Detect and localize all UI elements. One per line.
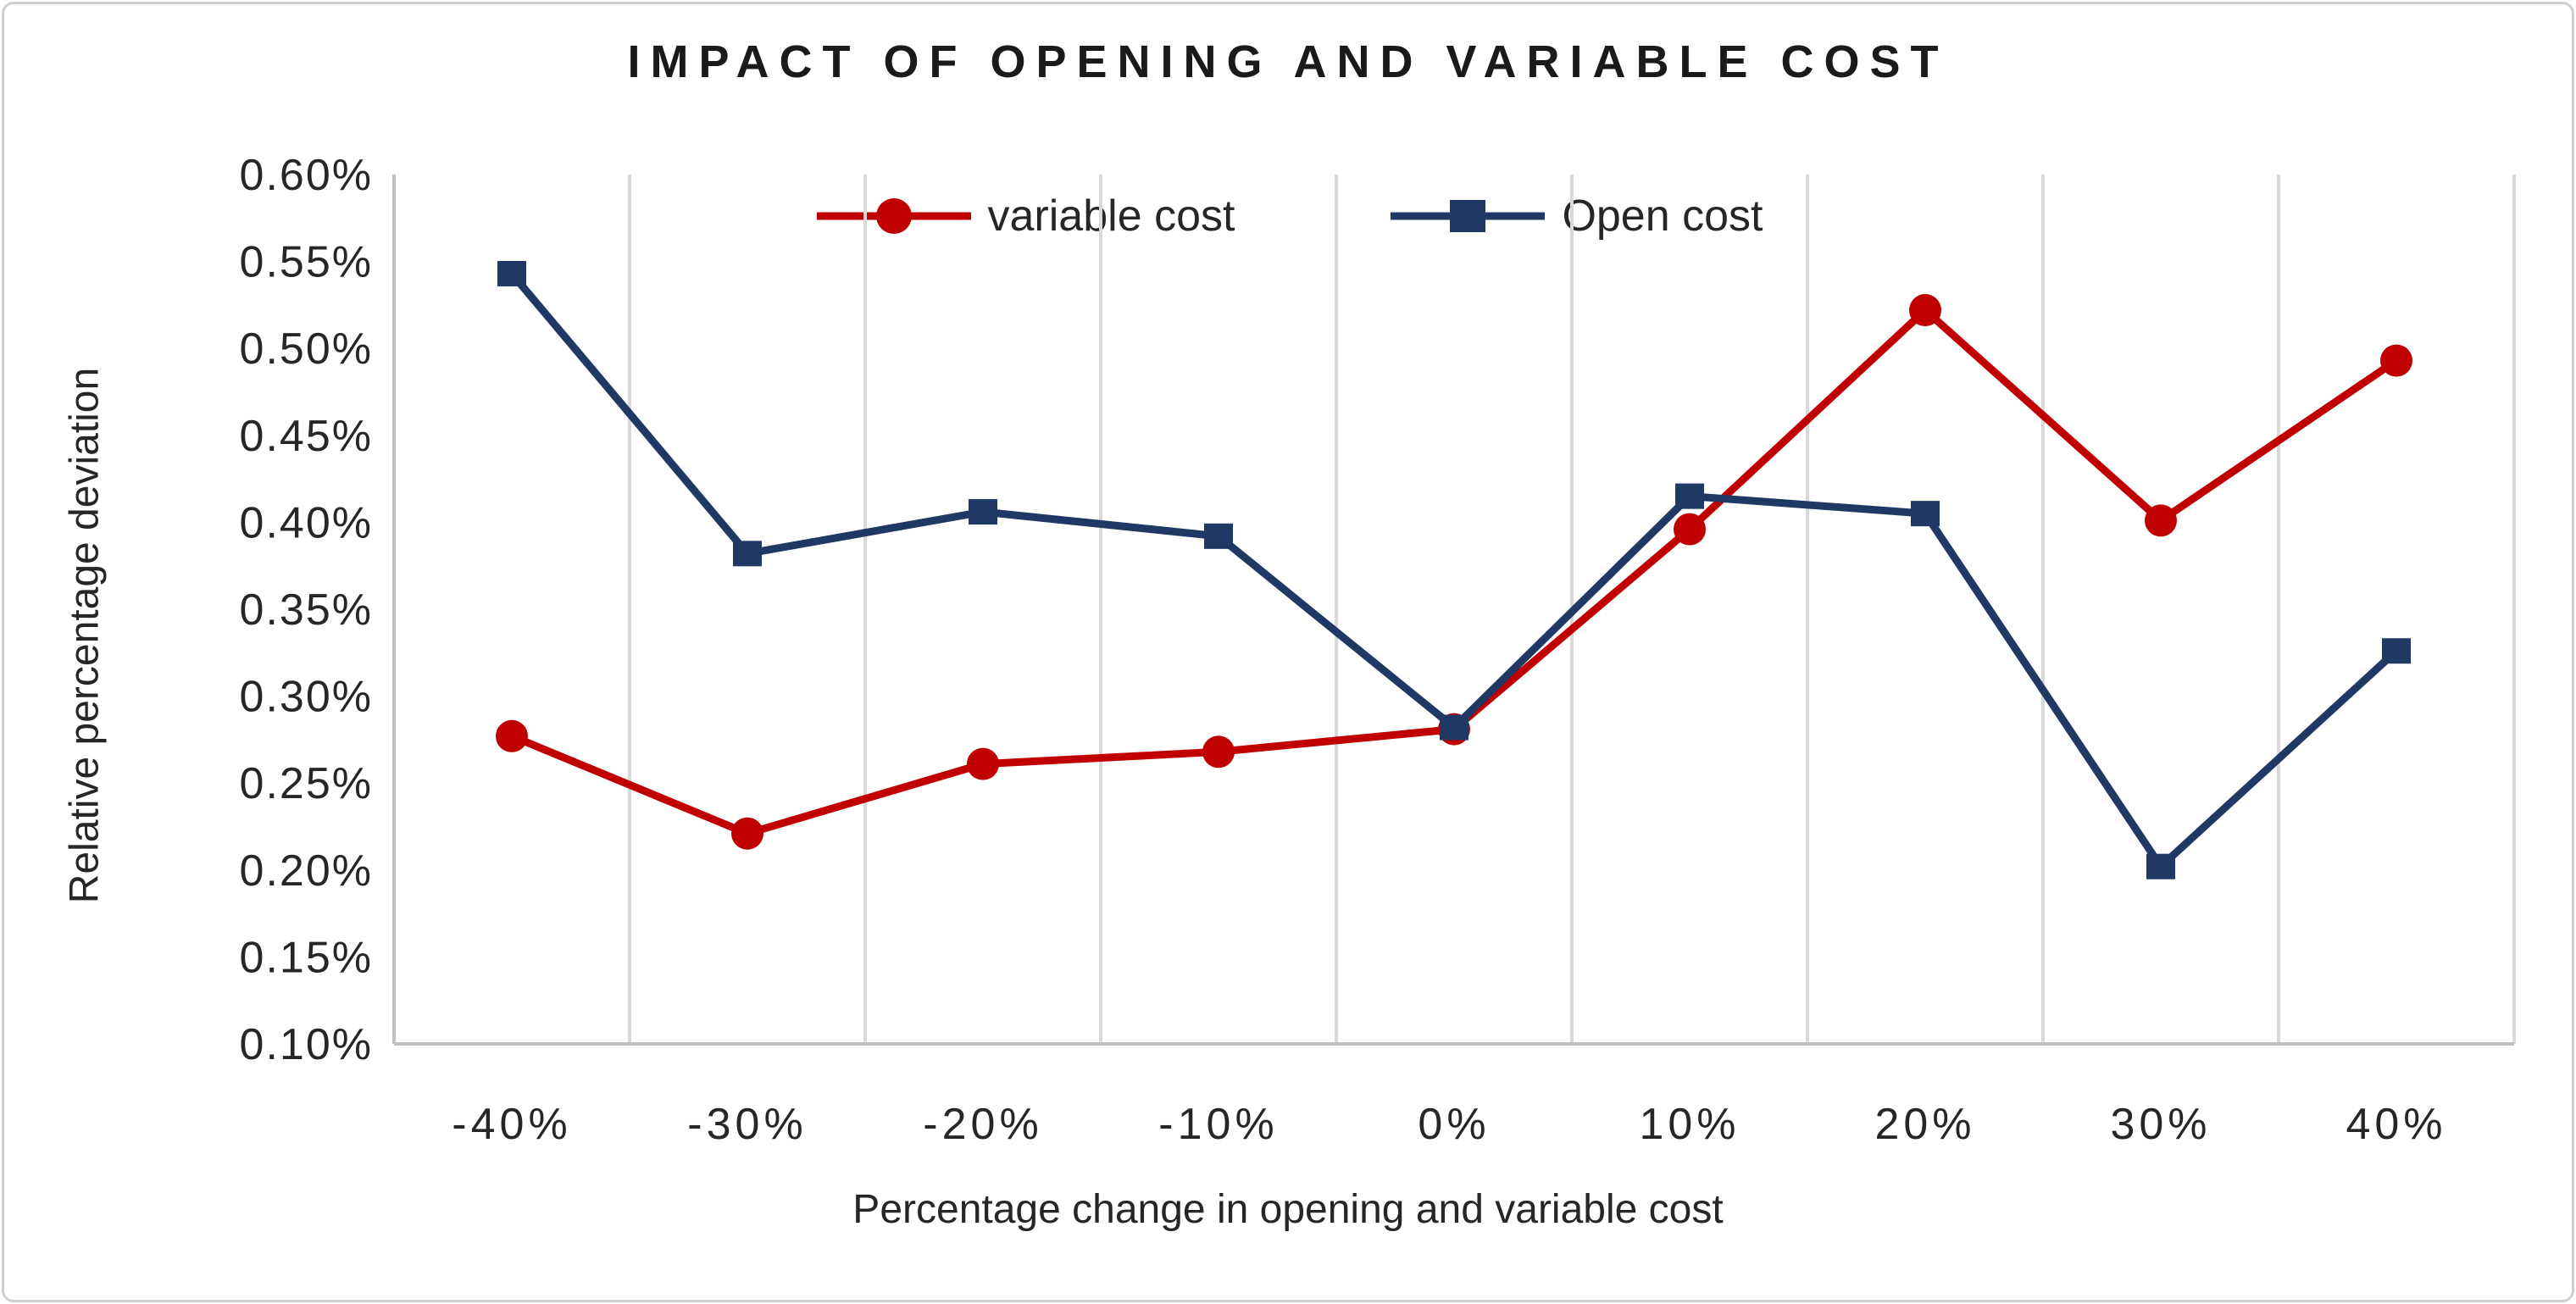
series-marker-square-icon <box>1391 200 1546 232</box>
data-point-circle <box>2145 504 2177 537</box>
data-point-circle <box>496 719 528 752</box>
y-tick-label: 0.25% <box>240 759 373 808</box>
data-point-circle <box>2380 344 2412 377</box>
data-point-square <box>1675 483 1704 509</box>
data-point-square <box>1440 714 1468 741</box>
data-point-square <box>733 541 762 567</box>
data-point-circle <box>731 817 763 850</box>
data-point-circle <box>1909 294 1941 327</box>
data-point-square <box>969 499 997 525</box>
legend-item-open-cost: Open cost <box>1387 188 1763 244</box>
legend-label-open-cost: Open cost <box>1562 191 1763 241</box>
y-tick-label: 0.60% <box>240 151 373 200</box>
x-tick-label: -30% <box>687 1100 807 1149</box>
y-tick-label: 0.45% <box>240 412 373 461</box>
x-axis-title: Percentage change in opening and variabl… <box>852 1187 1724 1232</box>
data-point-square <box>1204 523 1233 549</box>
y-tick-label: 0.40% <box>240 498 373 547</box>
x-tick-label: 0% <box>1418 1100 1490 1149</box>
y-tick-label: 0.30% <box>240 673 373 722</box>
data-point-circle <box>1674 513 1706 546</box>
data-point-square <box>2382 638 2411 664</box>
chart-title: IMPACT OF OPENING AND VARIABLE COST <box>627 36 1949 87</box>
data-point-circle <box>967 747 999 780</box>
x-tick-label: -10% <box>1158 1100 1278 1149</box>
data-point-square <box>1911 501 1940 527</box>
y-tick-label: 0.20% <box>240 846 373 896</box>
y-tick-label: 0.35% <box>240 585 373 635</box>
x-tick-label: 30% <box>2110 1100 2211 1149</box>
x-tick-label: 40% <box>2346 1100 2446 1149</box>
x-tick-label: 20% <box>1874 1100 1975 1149</box>
x-tick-label: -40% <box>452 1100 571 1149</box>
y-tick-label: 0.55% <box>240 238 373 287</box>
data-point-square <box>2146 853 2175 880</box>
legend-label-variable-cost: variable cost <box>987 191 1235 241</box>
series-line-variable-cost <box>508 306 2401 838</box>
series-marker-circle-icon <box>816 198 971 234</box>
y-tick-label: 0.15% <box>240 933 373 982</box>
y-tick-label: 0.10% <box>240 1020 373 1069</box>
data-point-circle <box>1202 735 1235 769</box>
series-line-Open-cost <box>508 269 2401 871</box>
data-point-square <box>497 260 526 286</box>
x-tick-label: 10% <box>1639 1100 1740 1149</box>
y-tick-label: 0.50% <box>240 325 373 374</box>
legend-item-variable-cost: variable cost <box>813 188 1235 244</box>
x-tick-label: -20% <box>923 1100 1042 1149</box>
y-axis-title: Relative percentage deviation <box>62 367 108 904</box>
chart-legend: variable cost Open cost <box>0 188 2576 244</box>
